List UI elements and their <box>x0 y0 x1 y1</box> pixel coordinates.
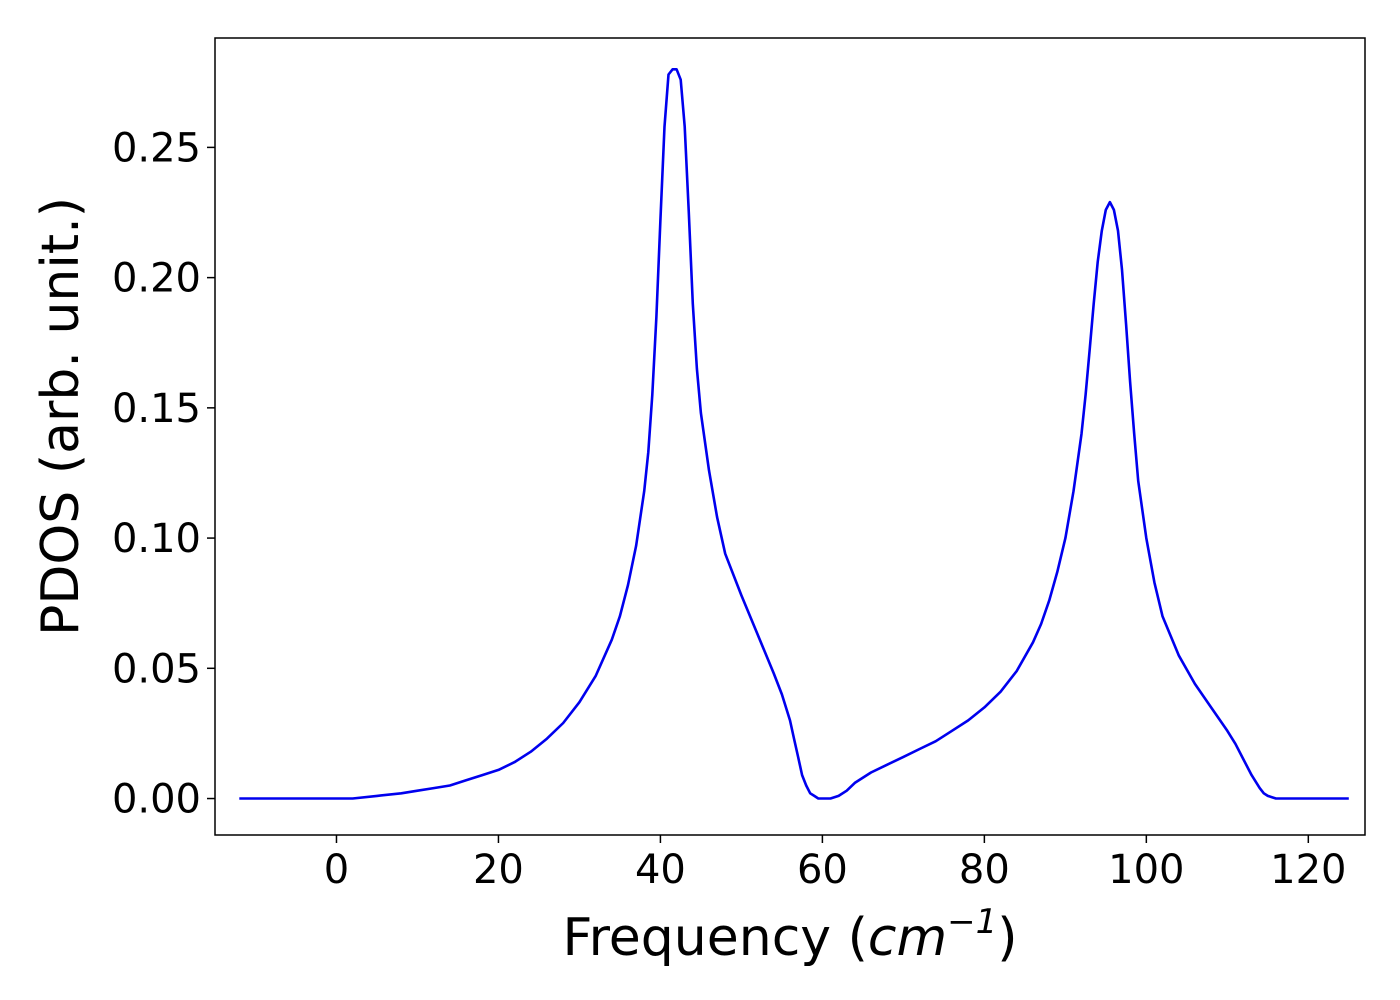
y-tick-label: 0.10 <box>112 516 201 562</box>
x-tick-label: 80 <box>959 847 1010 893</box>
y-tick-label: 0.05 <box>112 646 201 692</box>
x-tick-label: 120 <box>1270 847 1346 893</box>
pdos-series-line <box>239 68 1349 800</box>
tick-layer: 0 20 40 60 80 100 120 0.00 0.05 0.10 0.15 0.20 0.25 <box>112 125 1347 893</box>
x-tick-label: 40 <box>635 847 686 893</box>
y-tick-label: 0.25 <box>112 125 201 171</box>
x-tick-label: 0 <box>324 847 349 893</box>
x-tick-label: 20 <box>473 847 524 893</box>
x-axis-label: Frequency (cm−1) <box>562 902 1017 968</box>
x-tick-label: 100 <box>1108 847 1184 893</box>
y-tick-label: 0.15 <box>112 386 201 432</box>
y-tick-label: 0.00 <box>112 777 201 823</box>
x-tick-label: 60 <box>797 847 848 893</box>
y-tick-label: 0.20 <box>112 256 201 302</box>
y-axis-label: PDOS (arb. unit.) <box>31 197 91 636</box>
plot-frame <box>214 37 1366 836</box>
